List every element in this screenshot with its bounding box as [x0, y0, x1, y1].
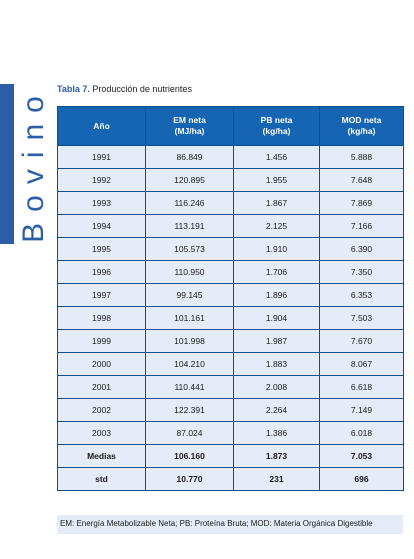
cell-mod: 5.888 [319, 145, 404, 169]
cell-mod: 7.648 [319, 168, 404, 192]
header-pb: PB neta (kg/ha) [233, 106, 320, 146]
cell-pb: 1.706 [233, 260, 320, 284]
cell-pb: 1.987 [233, 329, 320, 353]
table-row: 1997 99.145 1.896 6.353 [57, 283, 404, 307]
cell-pb: 2.125 [233, 214, 320, 238]
table-row: 2002 122.391 2.264 7.149 [57, 398, 404, 422]
cell-mod: 7.670 [319, 329, 404, 353]
cell-pb: 1.456 [233, 145, 320, 169]
summary-row: std 10.770 231 696 [57, 467, 404, 491]
cell-mod: 6.618 [319, 375, 404, 399]
table-row: 1994 113.191 2.125 7.166 [57, 214, 404, 238]
cell-em: 116.246 [145, 191, 234, 215]
cell-em: 104.210 [145, 352, 234, 376]
cell-year: 2002 [57, 398, 146, 422]
table-row: 1992 120.895 1.955 7.648 [57, 168, 404, 192]
cell-mod: 6.353 [319, 283, 404, 307]
cell-year: 1996 [57, 260, 146, 284]
cell-em: 101.998 [145, 329, 234, 353]
cell-mod: 7.503 [319, 306, 404, 330]
cell-mod: 696 [319, 467, 404, 491]
cell-mod: 7.166 [319, 214, 404, 238]
cell-year: Medias [57, 444, 146, 468]
cell-pb: 1.883 [233, 352, 320, 376]
table-caption: Tabla 7. Producción de nutrientes [57, 84, 192, 94]
cell-mod: 7.869 [319, 191, 404, 215]
cell-year: 2000 [57, 352, 146, 376]
table-footnote: EM: Energía Metabolizable Neta; PB: Prot… [57, 515, 403, 534]
cell-mod: 7.350 [319, 260, 404, 284]
summary-row: Medias 106.160 1.873 7.053 [57, 444, 404, 468]
cell-pb: 1.955 [233, 168, 320, 192]
cell-em: 113.191 [145, 214, 234, 238]
table-row: 1999 101.998 1.987 7.670 [57, 329, 404, 353]
cell-year: 2003 [57, 421, 146, 445]
cell-em: 120.895 [145, 168, 234, 192]
cell-pb: 1.873 [233, 444, 320, 468]
cell-year: std [57, 467, 146, 491]
cell-mod: 7.053 [319, 444, 404, 468]
cell-mod: 6.390 [319, 237, 404, 261]
table-header-row: Año EM neta (MJ/ha) PB neta (kg/ha) MOD ne… [57, 106, 404, 146]
cell-pb: 1.386 [233, 421, 320, 445]
cell-mod: 6.018 [319, 421, 404, 445]
table-title: Producción de nutrientes [92, 84, 192, 94]
table-row: 1996 110.950 1.706 7.350 [57, 260, 404, 284]
cell-year: 1991 [57, 145, 146, 169]
cell-em: 110.441 [145, 375, 234, 399]
header-year: Año [57, 106, 146, 146]
cell-em: 87.024 [145, 421, 234, 445]
cell-em: 10.770 [145, 467, 234, 491]
cell-pb: 1.910 [233, 237, 320, 261]
side-accent-bar [0, 84, 14, 244]
cell-mod: 8.067 [319, 352, 404, 376]
cell-em: 122.391 [145, 398, 234, 422]
cell-em: 99.145 [145, 283, 234, 307]
cell-mod: 7.149 [319, 398, 404, 422]
cell-em: 86.849 [145, 145, 234, 169]
cell-pb: 231 [233, 467, 320, 491]
cell-year: 1993 [57, 191, 146, 215]
cell-pb: 1.896 [233, 283, 320, 307]
table-row: 2001 110.441 2.008 6.618 [57, 375, 404, 399]
cell-year: 1997 [57, 283, 146, 307]
side-section-text: Bovino [17, 85, 51, 243]
nutrient-table: Año EM neta (MJ/ha) PB neta (kg/ha) MOD ne… [57, 106, 404, 491]
table-number: Tabla 7. [57, 84, 90, 94]
cell-em: 106.160 [145, 444, 234, 468]
table-row: 1998 101.161 1.904 7.503 [57, 306, 404, 330]
cell-em: 110.950 [145, 260, 234, 284]
cell-pb: 1.867 [233, 191, 320, 215]
table-row: 1993 116.246 1.867 7.869 [57, 191, 404, 215]
cell-year: 1999 [57, 329, 146, 353]
table-row: 2003 87.024 1.386 6.018 [57, 421, 404, 445]
cell-year: 1994 [57, 214, 146, 238]
cell-em: 105.573 [145, 237, 234, 261]
header-em: EM neta (MJ/ha) [145, 106, 234, 146]
cell-pb: 1.904 [233, 306, 320, 330]
side-section-label: Bovino [17, 84, 51, 244]
cell-year: 1998 [57, 306, 146, 330]
table-row: 2000 104.210 1.883 8.067 [57, 352, 404, 376]
cell-em: 101.161 [145, 306, 234, 330]
cell-year: 1995 [57, 237, 146, 261]
cell-pb: 2.264 [233, 398, 320, 422]
cell-pb: 2.008 [233, 375, 320, 399]
cell-year: 2001 [57, 375, 146, 399]
cell-year: 1992 [57, 168, 146, 192]
table-row: 1995 105.573 1.910 6.390 [57, 237, 404, 261]
table-row: 1991 86.849 1.456 5.888 [57, 145, 404, 169]
header-mod: MOD neta (kg/ha) [319, 106, 404, 146]
